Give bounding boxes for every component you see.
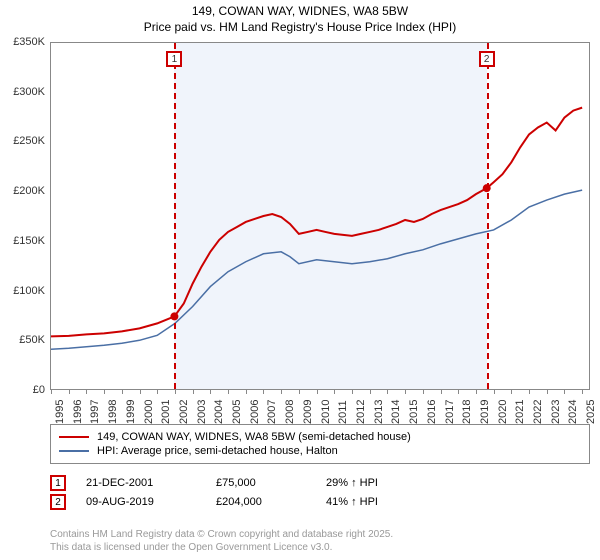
x-tick-label: 2016 bbox=[426, 400, 438, 424]
x-tick-label: 2025 bbox=[585, 400, 597, 424]
legend-label: HPI: Average price, semi-detached house,… bbox=[97, 445, 338, 457]
y-tick-label: £350K bbox=[0, 36, 45, 48]
x-tick-label: 2017 bbox=[444, 400, 456, 424]
chart-marker: 2 bbox=[479, 51, 495, 67]
transactions-table: 1 21-DEC-2001 £75,000 29% ↑ HPI 2 09-AUG… bbox=[50, 472, 590, 513]
y-tick-label: £100K bbox=[0, 285, 45, 297]
transaction-price: £204,000 bbox=[216, 496, 306, 508]
x-tick-label: 1995 bbox=[54, 400, 66, 424]
x-tick-label: 2018 bbox=[461, 400, 473, 424]
y-tick-label: £0 bbox=[0, 384, 45, 396]
transaction-hpi: 29% ↑ HPI bbox=[326, 477, 378, 489]
legend-swatch bbox=[59, 436, 89, 438]
x-tick-label: 2011 bbox=[337, 400, 349, 424]
transaction-date: 09-AUG-2019 bbox=[86, 496, 196, 508]
transaction-price: £75,000 bbox=[216, 477, 306, 489]
x-tick-label: 2024 bbox=[567, 400, 579, 424]
chart-title: 149, COWAN WAY, WIDNES, WA8 5BW Price pa… bbox=[0, 0, 600, 35]
legend-label: 149, COWAN WAY, WIDNES, WA8 5BW (semi-de… bbox=[97, 431, 411, 443]
x-tick-label: 2006 bbox=[249, 400, 261, 424]
y-tick-label: £300K bbox=[0, 86, 45, 98]
transaction-hpi: 41% ↑ HPI bbox=[326, 496, 378, 508]
title-line1: 149, COWAN WAY, WIDNES, WA8 5BW bbox=[0, 4, 600, 20]
y-tick-label: £250K bbox=[0, 135, 45, 147]
y-tick-label: £50K bbox=[0, 334, 45, 346]
x-tick-label: 2013 bbox=[373, 400, 385, 424]
x-tick-label: 2022 bbox=[532, 400, 544, 424]
legend-swatch bbox=[59, 450, 89, 452]
x-tick-label: 2005 bbox=[231, 400, 243, 424]
footer-line1: Contains HM Land Registry data © Crown c… bbox=[50, 528, 393, 541]
x-tick-label: 2001 bbox=[160, 400, 172, 424]
table-row: 1 21-DEC-2001 £75,000 29% ↑ HPI bbox=[50, 475, 590, 491]
x-tick-label: 1997 bbox=[89, 400, 101, 424]
x-tick-label: 2000 bbox=[143, 400, 155, 424]
x-tick-label: 2019 bbox=[479, 400, 491, 424]
x-tick-label: 2003 bbox=[196, 400, 208, 424]
x-tick-label: 1996 bbox=[72, 400, 84, 424]
x-tick-label: 2008 bbox=[284, 400, 296, 424]
transaction-marker: 1 bbox=[50, 475, 66, 491]
x-tick-label: 1999 bbox=[125, 400, 137, 424]
table-row: 2 09-AUG-2019 £204,000 41% ↑ HPI bbox=[50, 494, 590, 510]
x-tick-label: 2004 bbox=[213, 400, 225, 424]
x-tick-label: 2002 bbox=[178, 400, 190, 424]
transaction-marker: 2 bbox=[50, 494, 66, 510]
legend-item: HPI: Average price, semi-detached house,… bbox=[59, 445, 581, 457]
x-tick-label: 2009 bbox=[302, 400, 314, 424]
x-tick-label: 2021 bbox=[514, 400, 526, 424]
chart-container: 149, COWAN WAY, WIDNES, WA8 5BW Price pa… bbox=[0, 0, 600, 560]
legend: 149, COWAN WAY, WIDNES, WA8 5BW (semi-de… bbox=[50, 424, 590, 464]
x-tick-label: 2020 bbox=[497, 400, 509, 424]
x-tick-label: 2023 bbox=[550, 400, 562, 424]
x-tick-label: 2014 bbox=[390, 400, 402, 424]
footer-line2: This data is licensed under the Open Gov… bbox=[50, 541, 393, 554]
y-tick-label: £150K bbox=[0, 235, 45, 247]
plot-svg bbox=[51, 43, 591, 391]
transaction-date: 21-DEC-2001 bbox=[86, 477, 196, 489]
chart-marker: 1 bbox=[166, 51, 182, 67]
chart-plot-area: 12 bbox=[50, 42, 590, 390]
title-line2: Price paid vs. HM Land Registry's House … bbox=[0, 20, 600, 36]
y-tick-label: £200K bbox=[0, 185, 45, 197]
footer: Contains HM Land Registry data © Crown c… bbox=[50, 528, 393, 554]
legend-item: 149, COWAN WAY, WIDNES, WA8 5BW (semi-de… bbox=[59, 431, 581, 443]
x-tick-label: 2010 bbox=[320, 400, 332, 424]
x-tick-label: 1998 bbox=[107, 400, 119, 424]
x-tick-label: 2015 bbox=[408, 400, 420, 424]
x-tick-label: 2012 bbox=[355, 400, 367, 424]
x-tick-label: 2007 bbox=[266, 400, 278, 424]
